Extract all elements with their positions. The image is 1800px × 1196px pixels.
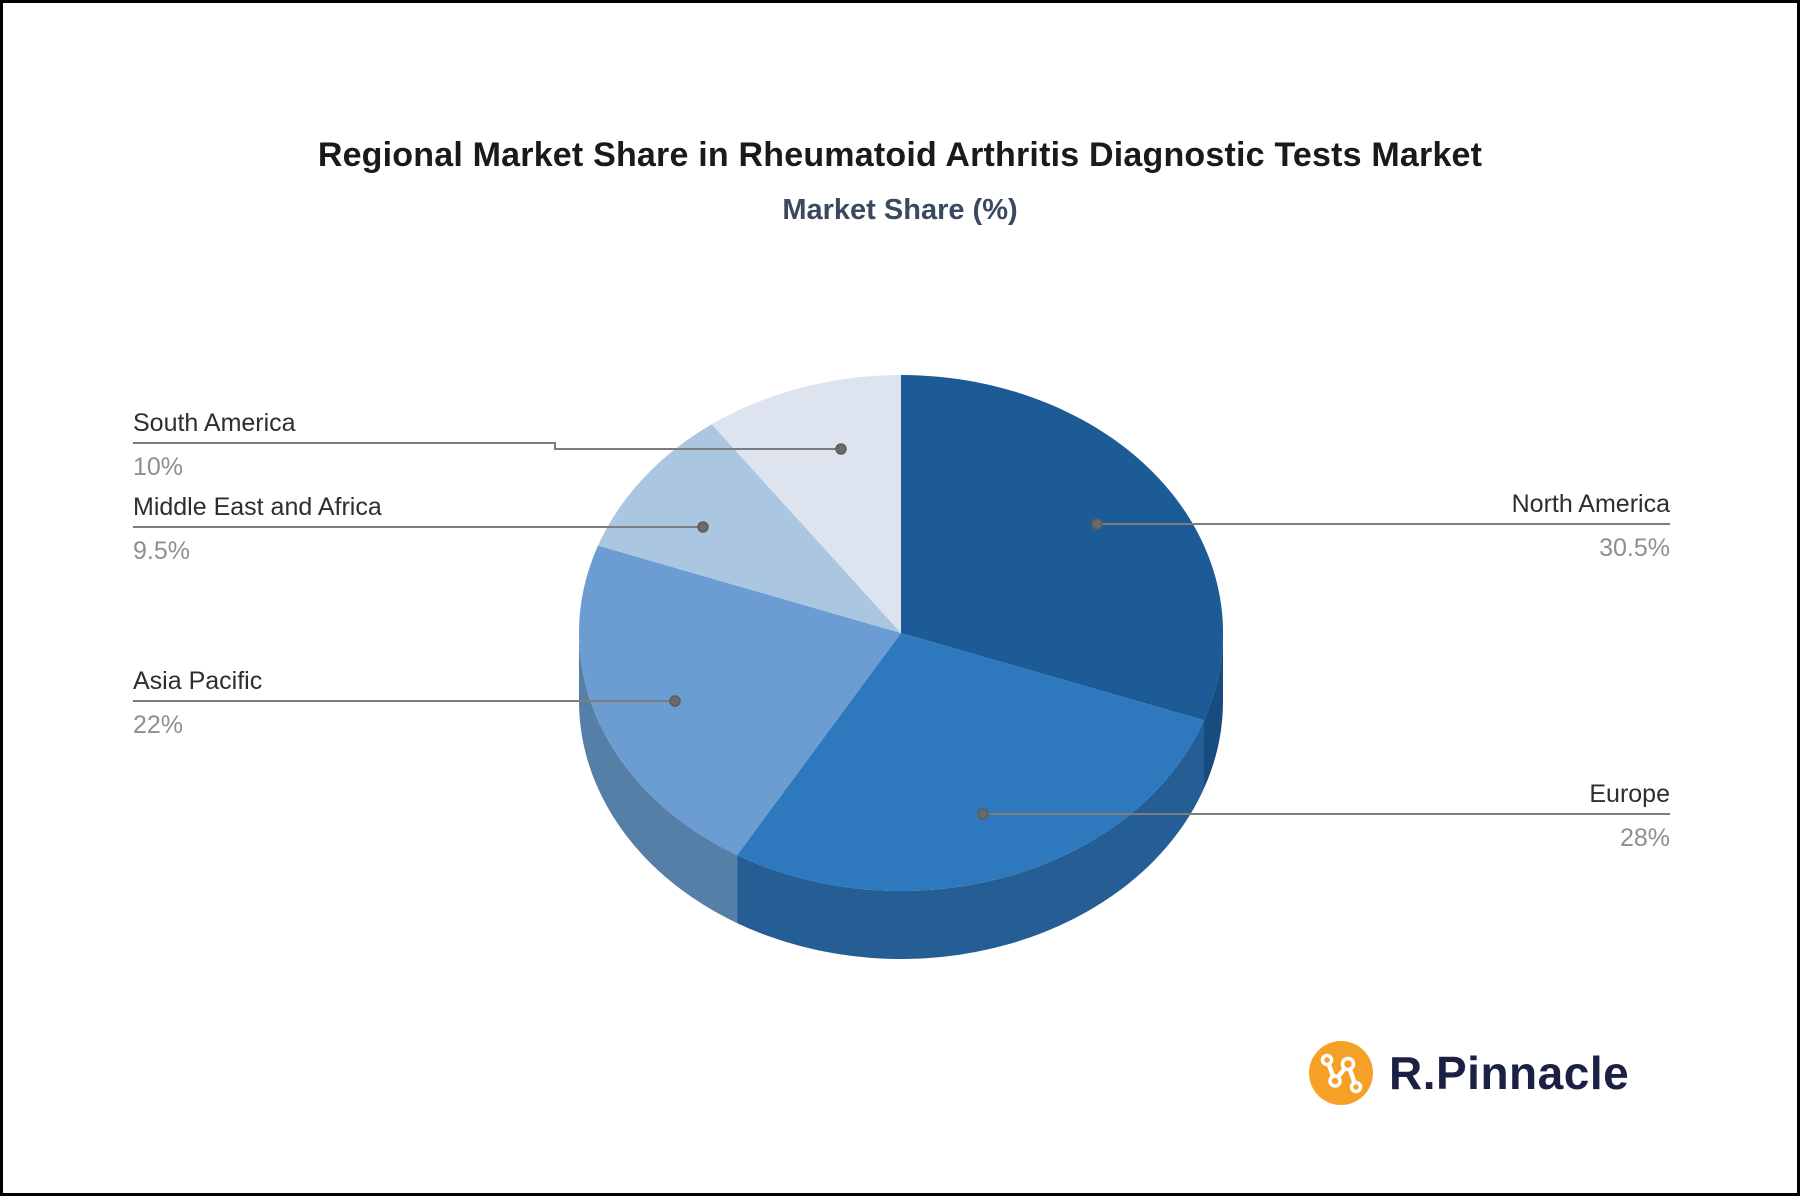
- brand-logo: R.Pinnacle: [1308, 1038, 1629, 1108]
- pie-slice-south-america: [711, 375, 901, 633]
- slice-value-south-america: 10%: [133, 453, 184, 481]
- pie-slice-wall-asia-pacific: [579, 633, 738, 924]
- chart-title: Regional Market Share in Rheumatoid Arth…: [317, 136, 1483, 174]
- pie-slice-north-america: [901, 375, 1224, 721]
- pie-slice-europe: [737, 633, 1204, 892]
- slice-label-middle-east-and-africa: Middle East and Africa: [133, 493, 382, 521]
- slice-value-north-america: 30.5%: [1599, 534, 1670, 562]
- leader-dot-south-america: [835, 443, 847, 455]
- slice-value-europe: 28%: [1619, 824, 1670, 852]
- network-nodes-icon: [1309, 1041, 1373, 1105]
- brand-logo-text: R.Pinnacle: [1389, 1047, 1630, 1099]
- slice-label-south-america: South America: [133, 409, 296, 437]
- pie-slice-asia-pacific: [578, 545, 901, 856]
- chart-subtitle: Market Share (%): [782, 194, 1018, 226]
- leader-line-south-america: [133, 442, 841, 450]
- pie-slice-middle-east-and-africa: [598, 424, 901, 633]
- slice-value-asia-pacific: 22%: [133, 711, 184, 739]
- slice-value-middle-east-and-africa: 9.5%: [133, 537, 190, 565]
- slice-label-north-america: North America: [1511, 490, 1670, 518]
- pie-slice-wall-europe: [737, 720, 1204, 960]
- leader-dot-europe: [977, 808, 989, 820]
- leader-dot-asia-pacific: [669, 695, 681, 707]
- slice-label-asia-pacific: Asia Pacific: [133, 667, 263, 695]
- slice-label-europe: Europe: [1589, 780, 1670, 808]
- leader-dot-middle-east-and-africa: [697, 521, 709, 533]
- leader-dot-north-america: [1091, 518, 1103, 530]
- pie-slice-wall-north-america: [1204, 633, 1223, 789]
